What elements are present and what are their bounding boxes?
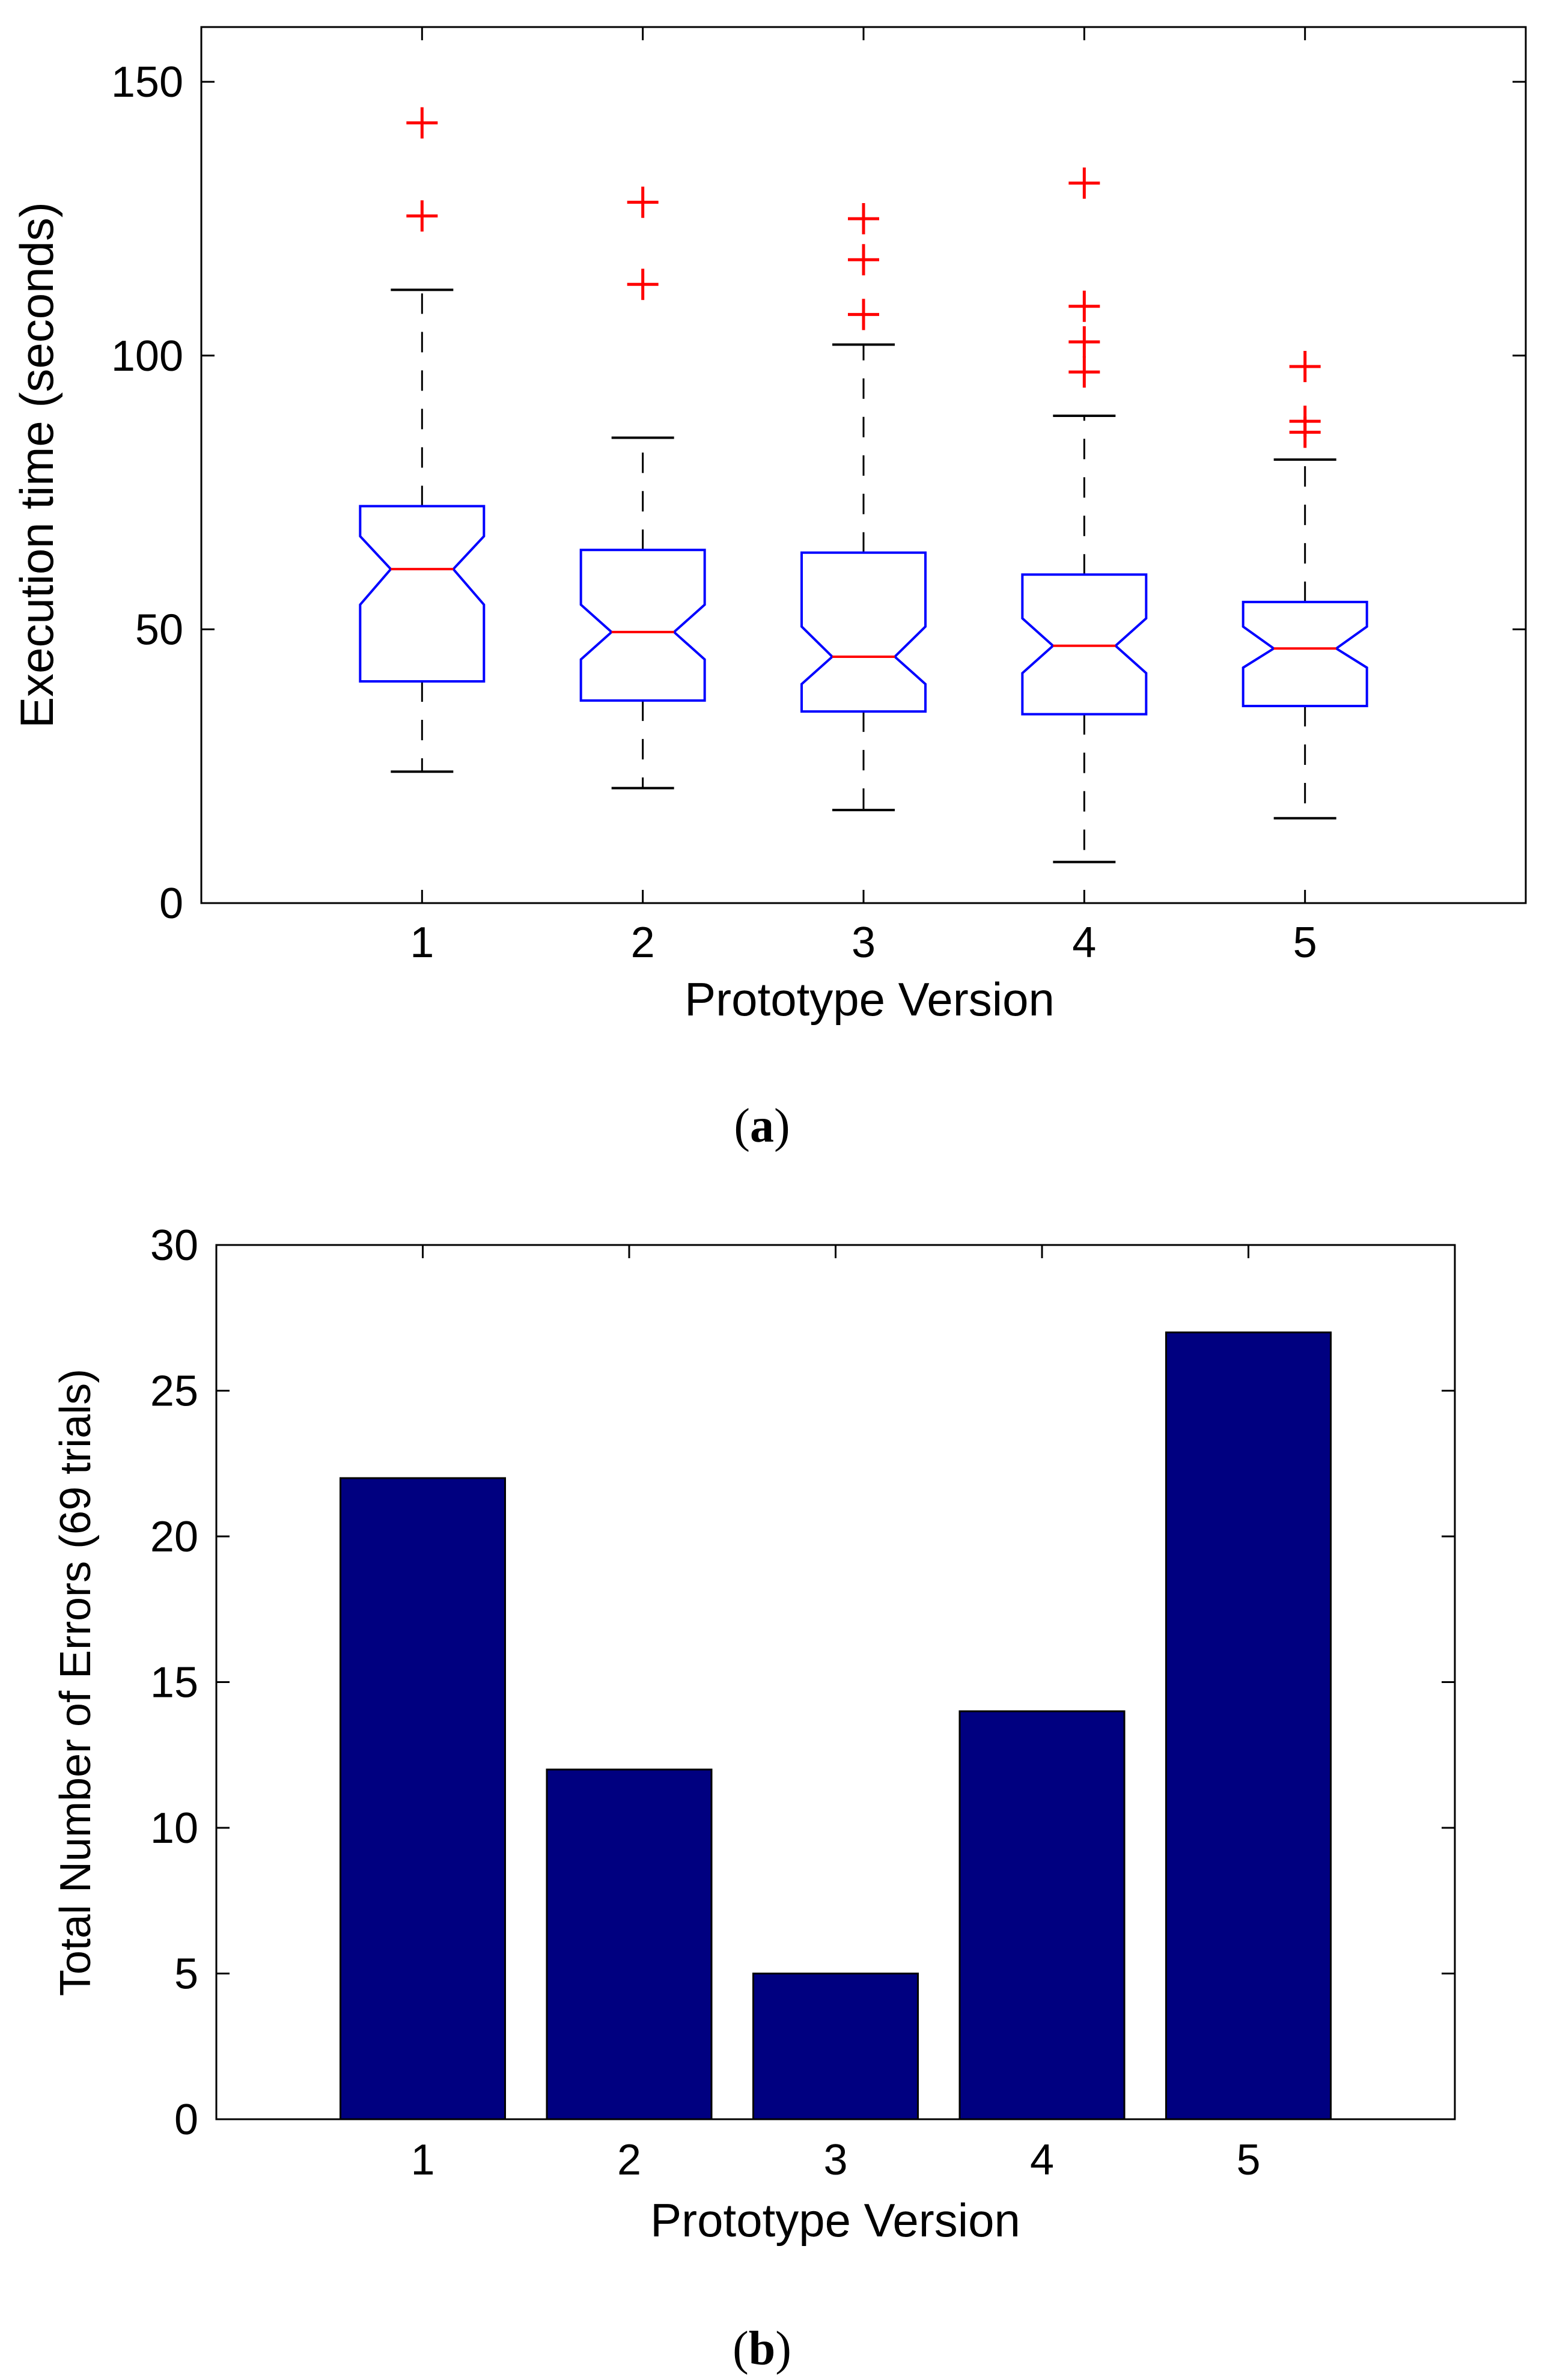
- x-tick-label: 4: [1072, 919, 1096, 967]
- outlier-marker: [1068, 356, 1100, 388]
- x-tick-label: 4: [1030, 2136, 1054, 2184]
- x-tick-label: 2: [631, 919, 655, 967]
- notched-box: [579, 549, 706, 702]
- outlier-marker: [406, 107, 438, 139]
- bar: [340, 1477, 506, 2120]
- bar-chart: 0 5 10 15 20 25 30 1 2 3 4 5 Prototype Version Tota…: [52, 1222, 1456, 2247]
- outlier-marker: [627, 269, 659, 300]
- outlier-marker: [848, 244, 879, 276]
- x-tick-label: 5: [1236, 2136, 1260, 2184]
- x-tick-label: 5: [1293, 919, 1317, 967]
- caption-a: (a): [734, 1100, 790, 1152]
- y-axis-label: Total Number of Errors (69 trials): [52, 1369, 100, 1996]
- box-plot-chart: 0 50 100 150 1 2 3 4 5 Prototype Version Executi…: [10, 26, 1527, 1026]
- outlier-marker: [848, 202, 879, 234]
- x-tick-label: 3: [852, 919, 876, 967]
- outlier-marker: [1289, 406, 1321, 437]
- y-tick-label: 50: [135, 606, 183, 654]
- notched-box: [1242, 600, 1368, 707]
- outlier-marker: [1068, 326, 1100, 358]
- notched-box: [359, 505, 486, 683]
- outlier-marker: [627, 186, 659, 218]
- y-tick-label: 15: [150, 1659, 198, 1707]
- y-tick-label: 150: [111, 58, 183, 106]
- y-tick-label: 0: [159, 880, 183, 928]
- y-tick-label: 20: [150, 1513, 198, 1561]
- bar: [1165, 1332, 1332, 2120]
- bar: [546, 1768, 713, 2120]
- x-axis-label: Prototype Version: [684, 973, 1055, 1026]
- x-tick-label: 1: [410, 2136, 434, 2184]
- outlier-marker: [1068, 167, 1100, 199]
- x-axis-label: Prototype Version: [650, 2194, 1020, 2247]
- outlier-marker: [406, 200, 438, 232]
- x-tick-label: 3: [823, 2136, 847, 2184]
- x-tick-label: 2: [617, 2136, 641, 2184]
- plot-frame: [215, 1244, 1456, 2120]
- outlier-marker: [848, 299, 879, 330]
- y-tick-label: 30: [150, 1222, 198, 1270]
- y-axis-label: Execution time (seconds): [10, 202, 63, 728]
- caption-b: (b): [733, 2322, 791, 2375]
- x-tick-label: 1: [410, 919, 434, 967]
- y-tick-label: 0: [174, 2096, 198, 2144]
- y-tick-label: 25: [150, 1368, 198, 1416]
- outlier-marker: [1068, 290, 1100, 322]
- y-tick-label: 10: [150, 1804, 198, 1852]
- notched-box: [800, 551, 927, 713]
- y-tick-label: 100: [111, 332, 183, 380]
- bar: [752, 1973, 919, 2120]
- outlier-marker: [1289, 350, 1321, 382]
- bar: [958, 1710, 1126, 2120]
- y-tick-label: 5: [174, 1950, 198, 1998]
- notched-box: [1021, 573, 1148, 716]
